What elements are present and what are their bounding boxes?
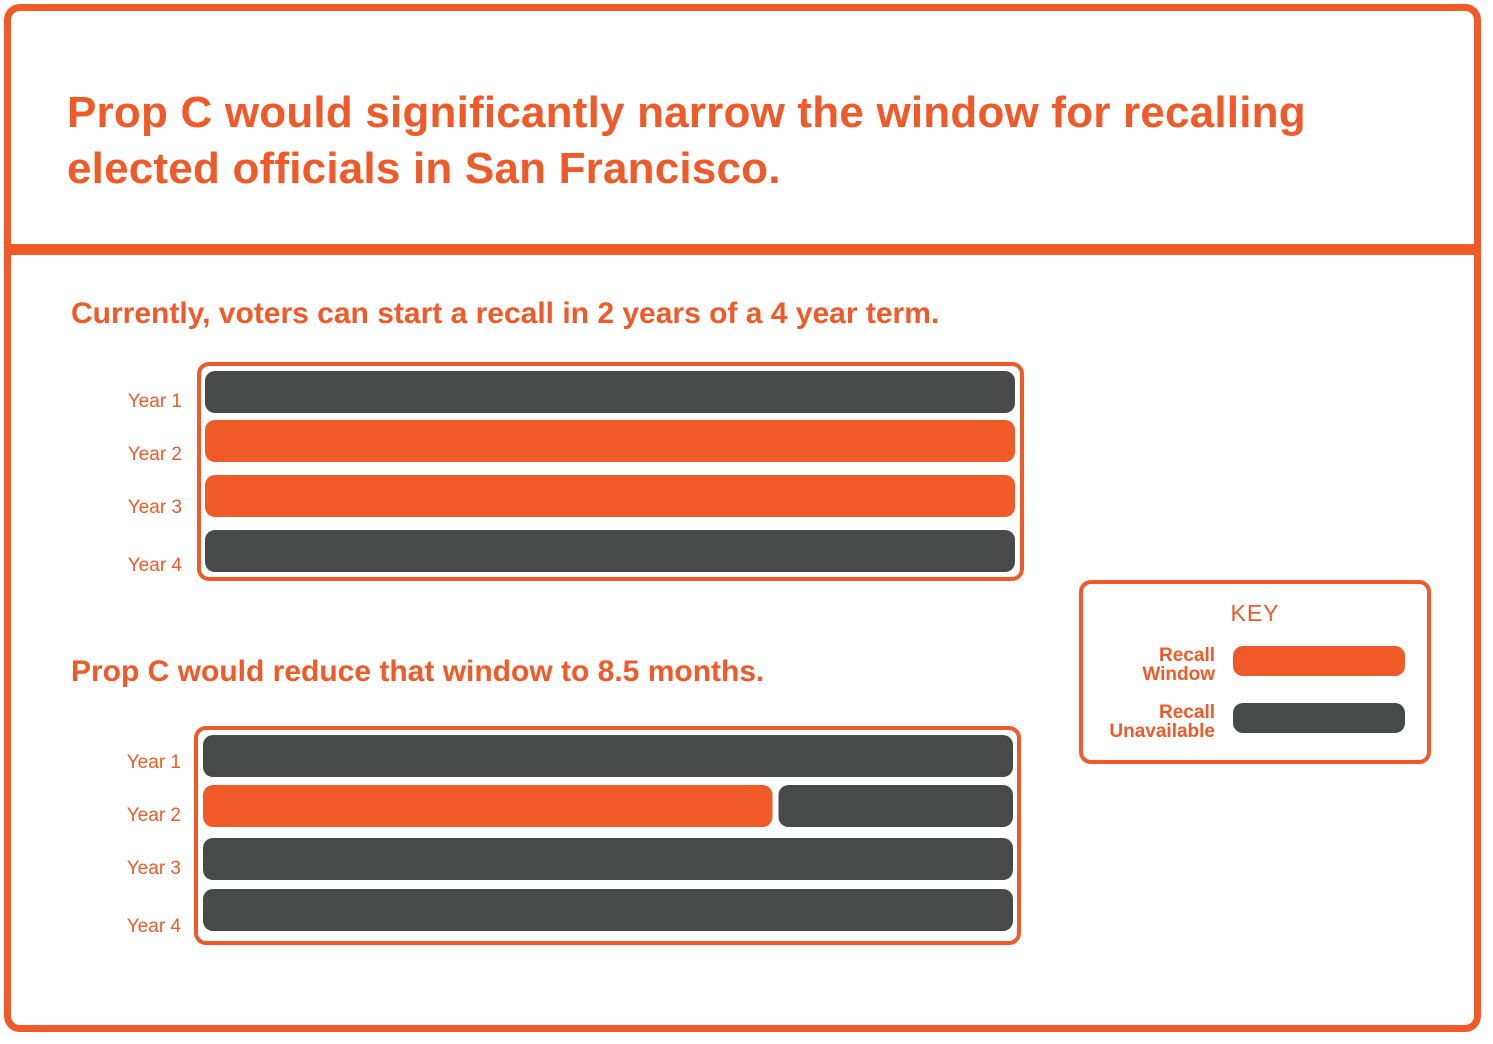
- recall-unavailable-bar: [205, 371, 1015, 413]
- year-label: Year 3: [128, 497, 182, 518]
- legend-label-recall-window: Recall Window: [1142, 645, 1215, 685]
- year-label: Year 2: [127, 805, 181, 826]
- legend-swatch-recall-window: [1233, 646, 1405, 676]
- recall-unavailable-bar: [203, 838, 1013, 880]
- header-divider: [4, 244, 1481, 255]
- recall-window-bar: [203, 785, 773, 827]
- chart-propc-subtitle: Prop C would reduce that window to 8.5 m…: [71, 655, 765, 688]
- legend-label-recall-unavailable: Recall Unavailable: [1109, 702, 1215, 742]
- year-label: Year 1: [127, 752, 181, 773]
- recall-unavailable-bar: [205, 530, 1015, 572]
- legend: KEY Recall Window Recall Unavailable: [1079, 580, 1431, 764]
- recall-unavailable-bar: [778, 785, 1013, 827]
- legend-swatch-recall-unavailable: [1233, 703, 1405, 733]
- year-label: Year 4: [128, 555, 183, 576]
- year-label: Year 4: [127, 916, 182, 937]
- year-label: Year 3: [127, 858, 181, 879]
- page-title: Prop C would significantly narrow the wi…: [67, 88, 1306, 193]
- year-label: Year 1: [128, 391, 182, 412]
- chart-current-subtitle: Currently, voters can start a recall in …: [71, 297, 940, 330]
- year-label: Year 2: [128, 444, 182, 465]
- recall-unavailable-bar: [203, 735, 1013, 777]
- recall-window-bar: [205, 420, 1015, 462]
- legend-title: KEY: [1230, 600, 1280, 626]
- recall-unavailable-bar: [203, 889, 1013, 931]
- recall-window-bar: [205, 475, 1015, 517]
